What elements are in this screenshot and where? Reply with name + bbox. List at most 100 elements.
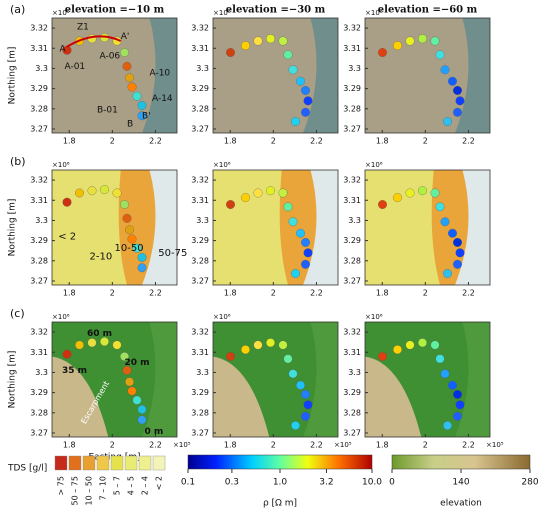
sample-dot <box>301 85 310 95</box>
sample-dot <box>122 365 132 375</box>
zone-label: < 2 <box>58 232 76 243</box>
sample-dot <box>291 269 300 278</box>
sample-dot <box>393 193 402 203</box>
sample-dot <box>241 193 250 203</box>
row-label: (b) <box>10 155 26 168</box>
sample-dot <box>301 107 310 117</box>
sample-dot <box>253 340 263 350</box>
sample-dot <box>440 65 450 75</box>
x-tick-label: 2 <box>110 137 115 146</box>
y-tick-label: 3.3 <box>196 216 209 225</box>
annotation: A-10 <box>150 69 171 79</box>
zone-label: 50-75 <box>158 248 187 259</box>
y-tick-label: 3.31 <box>191 196 209 205</box>
y-tick-label: 3.3 <box>35 216 48 225</box>
y-axis-label: Northing [m] <box>8 199 18 257</box>
x-tick-label: 1.8 <box>63 289 76 298</box>
sample-dot <box>132 243 142 253</box>
y-tick-label: 3.3 <box>35 368 48 377</box>
x-tick-label: 2 <box>423 137 428 146</box>
sample-dot <box>393 345 402 355</box>
x-tick-label: 2.2 <box>149 441 162 450</box>
rho-tick-label: 10.0 <box>362 478 382 488</box>
sample-dot <box>127 82 137 92</box>
tds-swatch <box>82 455 96 471</box>
depth-label: 20 m <box>125 358 150 368</box>
x-tick-label: 2 <box>271 289 276 298</box>
tds-class: 50 – 75 <box>71 476 80 505</box>
elevation-label: elevation <box>440 499 482 509</box>
map-panel: 3.32 3.31 3.3 3.29 3.28 3.27 1.8 2 2.2 ×10⁶ ×10⁵ <box>343 313 504 450</box>
y-tick-label: 3.28 <box>191 104 209 113</box>
sample-dot <box>137 263 147 273</box>
map-frame <box>212 17 339 134</box>
sample-dot <box>455 96 465 106</box>
y-tick-label: 3.32 <box>191 328 209 337</box>
elevation-colorbar <box>391 454 531 470</box>
sample-dot <box>393 41 402 51</box>
sample-dot <box>453 107 462 117</box>
sample-dot <box>253 36 263 46</box>
sample-dot <box>435 50 445 60</box>
map-frame <box>212 321 339 438</box>
relief <box>213 356 270 437</box>
sample-dot <box>291 117 300 126</box>
map-frame <box>364 17 491 134</box>
sample-dot <box>127 234 137 244</box>
sample-dot <box>87 338 97 348</box>
rho-tick-label: 0.1 <box>181 478 195 488</box>
y-tick-label: 3.3 <box>348 64 361 73</box>
y-exponent: ×10⁶ <box>365 9 383 17</box>
y-tick-label: 3.28 <box>30 408 48 417</box>
y-exponent: ×10⁶ <box>213 9 231 17</box>
x-tick-label: 1.8 <box>224 441 237 450</box>
y-tick-label: 3.27 <box>30 428 48 437</box>
x-tick-label: 2.2 <box>310 137 323 146</box>
sample-dot <box>226 200 235 209</box>
sample-dot <box>453 259 462 269</box>
rho-tick-label: 1.0 <box>273 478 288 488</box>
map-panel: 3.32 3.31 3.3 3.29 3.28 3.27 1.8 2 2.2 ×10⁶ <box>191 9 339 146</box>
map-frame <box>51 321 178 438</box>
sample-dot <box>405 340 415 350</box>
y-tick-label: 3.28 <box>343 256 361 265</box>
sample-dot <box>120 352 129 361</box>
sample-dot <box>266 338 275 348</box>
tds-class: 7 – 10 <box>99 476 108 500</box>
x-tick-label: 1.8 <box>376 137 389 146</box>
map-frame <box>51 169 178 286</box>
map-panel: 3.32 3.31 3.3 3.29 3.28 3.27 1.8 2 2.2 ×10⁶ ×10⁵ <box>30 313 191 450</box>
zone-label: 10-50 <box>115 243 144 254</box>
x-tick-label: 2.2 <box>149 289 162 298</box>
y-tick-label: 3.32 <box>191 24 209 33</box>
map-panel: 3.32 3.31 3.3 3.29 3.28 3.27 1.8 2 2.2 ×10⁶ <box>30 9 178 146</box>
sample-dot <box>296 228 305 238</box>
y-tick-label: 3.27 <box>343 124 361 133</box>
tds-swatch <box>124 455 138 471</box>
depth-label: 60 m <box>87 329 112 339</box>
y-tick-label: 3.27 <box>343 428 361 437</box>
x-tick-label: 2 <box>271 137 276 146</box>
y-tick-label: 3.31 <box>30 196 48 205</box>
y-exponent: ×10⁶ <box>213 161 231 169</box>
y-tick-label: 3.28 <box>191 408 209 417</box>
annotation: B' <box>142 111 151 121</box>
y-tick-label: 3.32 <box>343 176 361 185</box>
sample-dot <box>453 411 462 421</box>
tds-swatch <box>54 455 68 471</box>
y-exponent: ×10⁶ <box>52 9 70 17</box>
annotation: A <box>60 45 67 55</box>
y-tick-label: 3.3 <box>348 368 361 377</box>
y-tick-label: 3.31 <box>191 44 209 53</box>
y-exponent: ×10⁶ <box>52 313 70 321</box>
x-tick-label: 1.8 <box>63 441 76 450</box>
sample-dot <box>122 61 132 71</box>
sample-dot <box>278 188 288 198</box>
y-tick-label: 3.32 <box>30 24 48 33</box>
annotation: A-01 <box>65 62 86 72</box>
y-tick-label: 3.32 <box>343 24 361 33</box>
y-tick-label: 3.31 <box>343 44 361 53</box>
panel-title: elevation =−60 m <box>378 5 478 16</box>
x-tick-label: 1.8 <box>224 289 237 298</box>
tds-class: < 2 <box>155 476 164 490</box>
